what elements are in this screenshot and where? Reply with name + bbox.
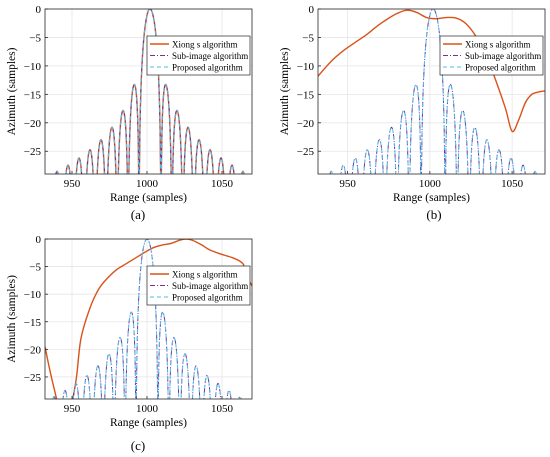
y-tick-label: −5: [29, 32, 41, 44]
legend-entry: Sub-image algorithm: [172, 281, 248, 291]
y-tick-label: −20: [24, 118, 42, 130]
x-axis-label: Range (samples): [393, 192, 470, 204]
x-tick-label: 950: [64, 178, 81, 190]
legend-entry: Sub-image algorithm: [172, 51, 248, 61]
y-tick-label: −20: [24, 344, 42, 356]
y-tick-label: −25: [24, 372, 42, 384]
x-axis-label: Range (samples): [110, 192, 187, 204]
plot-area: [318, 9, 545, 174]
y-tick-label: −20: [297, 118, 315, 130]
legend-entry: Sub-image algorithm: [465, 51, 541, 61]
legend-entry: Xiong s algorithm: [172, 40, 238, 50]
plot-area: [45, 9, 252, 174]
x-tick-label: 1050: [501, 178, 524, 190]
axes-box: [44, 238, 253, 400]
chart-panel-2: 950 1000 1050 0 −5 −10 −15 −20 −25 Range (samples…: [279, 4, 546, 222]
y-axis-label: Azimuth (samples): [279, 47, 291, 135]
y-tick-label: −10: [297, 61, 315, 73]
series-group: [318, 9, 545, 174]
series-line-sub-image: [329, 9, 537, 174]
panel-label: (c): [131, 438, 145, 453]
y-tick-label: −10: [24, 289, 42, 301]
legend-entry: Xiong s algorithm: [465, 40, 531, 50]
y-tick-label: −15: [24, 317, 42, 329]
chart-panel-1: 950 1000 1050 0 −5 −10 −15 −20 −25 Range (samples…: [6, 4, 253, 222]
y-tick-label: −15: [24, 89, 42, 101]
series-line-proposed: [55, 9, 245, 174]
series-group: [45, 239, 252, 399]
y-tick-label: −25: [297, 146, 315, 158]
chart-panel-3: 950 1000 1050 0 −5 −10 −15 −20 −25 Range (samples…: [6, 234, 253, 453]
axes-box: [317, 8, 546, 175]
y-axis-label: Azimuth (samples): [6, 275, 18, 363]
y-tick-label: 0: [309, 4, 315, 16]
x-tick-label: 1000: [136, 403, 159, 415]
y-axis-label: Azimuth (samples): [6, 47, 18, 135]
x-tick-label: 1050: [211, 178, 234, 190]
x-tick-label: 1000: [419, 178, 442, 190]
axes-box: [44, 8, 253, 175]
series-line-xiong: [45, 239, 252, 399]
y-tick-label: 0: [36, 234, 42, 246]
y-tick-label: −10: [24, 61, 42, 73]
legend-entry: Proposed algorithm: [172, 63, 243, 73]
y-tick-label: −5: [302, 32, 314, 44]
panel-label: (b): [426, 207, 441, 222]
panel-label: (a): [131, 207, 145, 222]
y-tick-label: 0: [36, 4, 42, 16]
x-tick-label: 1000: [136, 178, 159, 190]
series-group: [55, 9, 245, 174]
series-line-xiong: [318, 9, 545, 133]
series-line-sub-image: [52, 239, 242, 399]
y-tick-label: −15: [297, 89, 315, 101]
y-tick-label: −5: [29, 262, 41, 274]
y-tick-label: −25: [24, 146, 42, 158]
x-axis-label: Range (samples): [110, 417, 187, 429]
legend-entry: Xiong s algorithm: [172, 270, 238, 280]
x-tick-label: 950: [339, 178, 356, 190]
x-tick-label: 1050: [211, 403, 234, 415]
legend-entry: Proposed algorithm: [465, 63, 536, 73]
legend-entry: Proposed algorithm: [172, 293, 243, 303]
x-tick-label: 950: [64, 403, 81, 415]
